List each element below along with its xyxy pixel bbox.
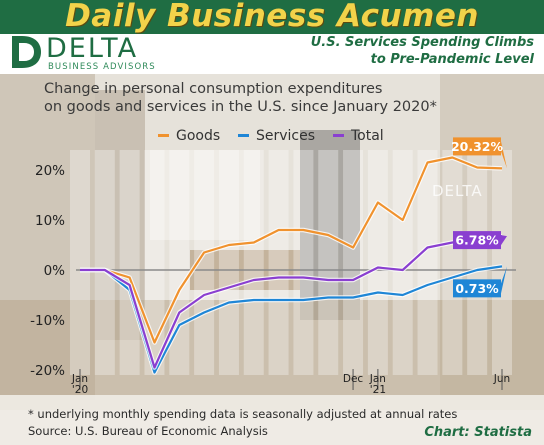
column-stripe bbox=[70, 150, 90, 375]
end-label-box bbox=[453, 231, 501, 250]
watermark-text: DELTA bbox=[432, 182, 483, 200]
chart-title: Change in personal consumption expenditu… bbox=[44, 81, 383, 97]
end-label-box bbox=[453, 137, 501, 156]
x-tick-label-year: '20 bbox=[72, 384, 88, 396]
series-line-total bbox=[80, 235, 503, 369]
y-tick-label: 0% bbox=[44, 263, 66, 279]
column-stripe bbox=[417, 150, 438, 375]
column-stripe bbox=[318, 150, 339, 375]
column-stripe bbox=[467, 150, 488, 375]
column-stripe bbox=[268, 150, 289, 375]
y-tick-label: -10% bbox=[30, 313, 65, 329]
x-tick-label: Dec bbox=[343, 373, 364, 385]
delta-logo-icon bbox=[12, 36, 41, 68]
y-tick-label: 20% bbox=[35, 163, 65, 179]
y-tick-label: 10% bbox=[35, 213, 65, 229]
chart-credit: Chart: Statista bbox=[424, 425, 532, 440]
legend-label: Services bbox=[256, 128, 315, 144]
legend-swatch bbox=[238, 134, 249, 137]
headline-line-1: U.S. Services Spending Climbs bbox=[310, 35, 534, 50]
chart-subtitle: on goods and services in the U.S. since … bbox=[44, 99, 437, 115]
legend-swatch bbox=[158, 134, 169, 137]
column-stripe bbox=[94, 150, 115, 375]
column-stripe bbox=[119, 150, 140, 375]
legend-swatch bbox=[333, 134, 344, 137]
x-tick-label: Jun bbox=[493, 373, 510, 385]
headline-line-2: to Pre-Pandemic Level bbox=[370, 52, 534, 67]
end-label-pointer bbox=[501, 266, 507, 294]
end-label-text: 0.73% bbox=[455, 281, 499, 296]
footnote: * underlying monthly spending data is se… bbox=[28, 407, 458, 421]
legend-label: Total bbox=[350, 128, 384, 144]
y-tick-label: -20% bbox=[30, 363, 65, 379]
brand-tagline: BUSINESS ADVISORS bbox=[48, 62, 156, 72]
column-stripe bbox=[442, 150, 463, 375]
masthead-title: Daily Business Acumen bbox=[65, 0, 479, 34]
header-band bbox=[0, 34, 544, 74]
series-line-goods bbox=[80, 156, 503, 344]
legend-label: Goods bbox=[176, 128, 220, 144]
end-label-text: 20.32% bbox=[451, 139, 504, 154]
x-tick-label: Jan bbox=[71, 373, 88, 385]
x-tick-label-year: '21 bbox=[370, 384, 386, 396]
column-stripe bbox=[243, 150, 264, 375]
column-stripe bbox=[194, 150, 215, 375]
end-label-pointer bbox=[501, 235, 507, 246]
end-label-pointer bbox=[501, 141, 507, 169]
x-tick-label: Jan bbox=[369, 373, 386, 385]
column-stripe bbox=[218, 150, 239, 375]
masthead: Daily Business Acumen bbox=[0, 0, 544, 34]
column-stripe bbox=[367, 150, 388, 375]
column-stripe bbox=[144, 150, 165, 375]
column-stripe bbox=[293, 150, 314, 375]
column-stripe bbox=[492, 150, 512, 375]
brand-name: DELTA bbox=[46, 33, 139, 64]
source-note: Source: U.S. Bureau of Economic Analysis bbox=[28, 424, 268, 438]
end-label-text: 6.78% bbox=[455, 233, 499, 248]
column-stripe bbox=[343, 150, 364, 375]
end-label-box bbox=[453, 279, 501, 298]
